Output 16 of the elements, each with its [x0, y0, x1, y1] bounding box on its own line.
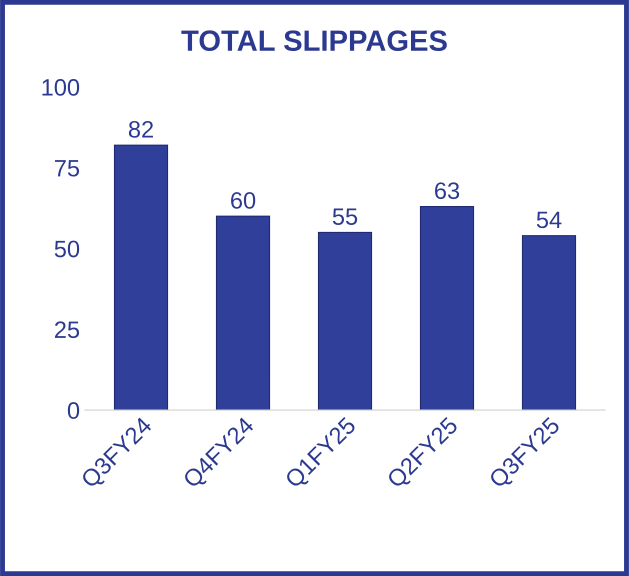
- y-tick-label: 25: [54, 321, 80, 338]
- chart-title: TOTAL SLIPPAGES: [181, 30, 447, 52]
- data-label: 54: [536, 212, 562, 228]
- data-label: 82: [128, 120, 153, 138]
- y-tick-label: 50: [54, 240, 80, 258]
- bar: [522, 235, 576, 410]
- y-tick-label: 75: [55, 160, 80, 177]
- y-tick-label: 100: [42, 79, 80, 96]
- data-label: 60: [231, 192, 256, 209]
- bar: [318, 232, 372, 410]
- bar: [114, 144, 168, 410]
- data-label: 55: [332, 208, 358, 225]
- bar: [420, 206, 474, 410]
- y-tick-label: 0: [68, 402, 80, 419]
- bar: [216, 216, 270, 410]
- data-label: 63: [435, 182, 460, 200]
